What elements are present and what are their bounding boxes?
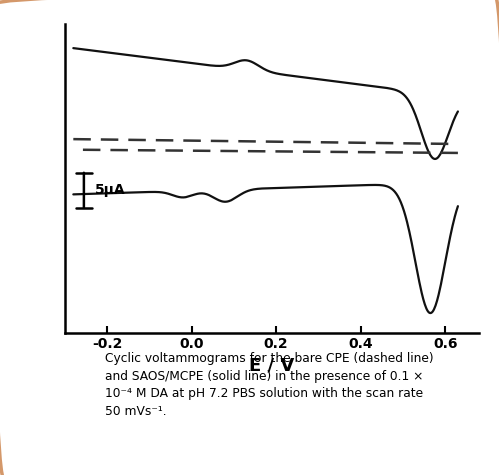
Text: Figure 3: Figure 3 (27, 425, 90, 437)
Text: 5μA: 5μA (94, 183, 125, 197)
X-axis label: E / V: E / V (250, 357, 294, 375)
Text: Cyclic voltammograms for the bare CPE (dashed line)
and SAOS/MCPE (solid line) i: Cyclic voltammograms for the bare CPE (d… (105, 352, 434, 418)
